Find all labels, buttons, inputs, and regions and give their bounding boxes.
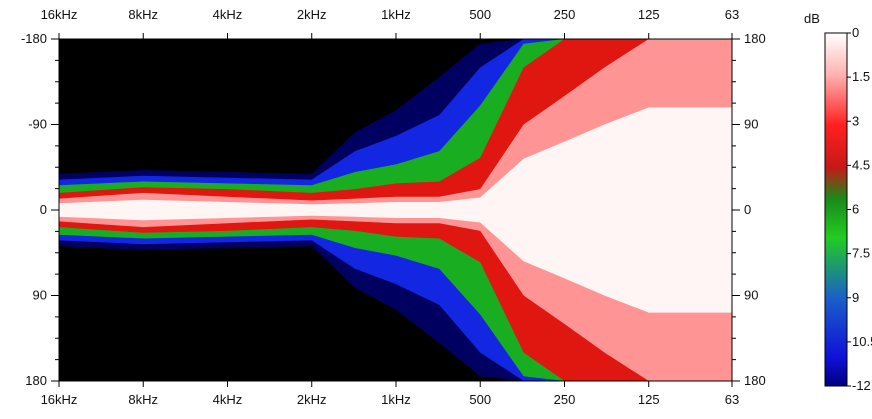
x-bottom-tick-label: 4kHz bbox=[213, 392, 243, 407]
colorbar-tick-label: -12 bbox=[852, 378, 871, 393]
colorbar-unit-label: dB bbox=[804, 11, 820, 26]
heatmap-layers bbox=[59, 39, 732, 381]
colorbar-gradient bbox=[824, 32, 848, 387]
x-axis-bottom: 16kHz 8kHz 4kHz 2kHz 1kHz 500 250 125 63 bbox=[41, 381, 739, 407]
colorbar-tick-label: 9 bbox=[852, 290, 859, 305]
y-axis-left: -180 -90 0 90 180 bbox=[21, 31, 59, 388]
y-left-tick-label: 90 bbox=[33, 288, 47, 303]
y-right-tick-label: 90 bbox=[744, 288, 758, 303]
y-left-tick-label: 0 bbox=[40, 202, 47, 217]
x-bottom-tick-label: 2kHz bbox=[297, 392, 327, 407]
colorbar-tick-label: 0 bbox=[852, 25, 859, 40]
y-left-tick-label: 180 bbox=[25, 373, 47, 388]
colorbar-tick-label: 1.5 bbox=[852, 69, 870, 84]
x-bottom-tick-label: 16kHz bbox=[41, 392, 78, 407]
x-bottom-tick-label: 63 bbox=[725, 392, 739, 407]
y-right-tick-label: 180 bbox=[744, 31, 766, 46]
x-bottom-tick-label: 1kHz bbox=[381, 392, 411, 407]
colorbar-ticks: 0 1.5 3 4.5 6 7.5 9 10.5 -12 bbox=[847, 25, 872, 393]
colorbar: dB 0 1.5 3 4.5 6 7.5 9 10.5 -12 bbox=[804, 11, 872, 393]
colorbar-tick-label: 6 bbox=[852, 202, 859, 217]
x-bottom-tick-label: 500 bbox=[469, 392, 491, 407]
x-top-tick-label: 63 bbox=[725, 7, 739, 22]
x-top-tick-label: 2kHz bbox=[297, 7, 327, 22]
x-top-tick-label: 125 bbox=[638, 7, 660, 22]
y-axis-right: 180 90 0 90 180 bbox=[732, 31, 766, 388]
x-axis-top: 16kHz 8kHz 4kHz 2kHz 1kHz 500 250 125 63 bbox=[41, 7, 739, 39]
y-left-tick-label: -180 bbox=[21, 31, 47, 46]
x-bottom-tick-label: 8kHz bbox=[128, 392, 158, 407]
x-top-tick-label: 4kHz bbox=[213, 7, 243, 22]
heatmap-plot-area bbox=[59, 39, 732, 381]
x-top-tick-label: 16kHz bbox=[41, 7, 78, 22]
y-right-tick-label: 0 bbox=[744, 202, 751, 217]
x-top-tick-label: 250 bbox=[554, 7, 576, 22]
colorbar-tick-label: 10.5 bbox=[852, 334, 872, 349]
x-top-tick-label: 8kHz bbox=[128, 7, 158, 22]
colorbar-tick-label: 4.5 bbox=[852, 157, 870, 172]
colorbar-tick-label: 3 bbox=[852, 113, 859, 128]
x-top-tick-label: 500 bbox=[469, 7, 491, 22]
y-right-tick-label: 180 bbox=[744, 373, 766, 388]
contour-band-0 bbox=[59, 107, 732, 313]
x-top-tick-label: 1kHz bbox=[381, 7, 411, 22]
x-bottom-tick-label: 125 bbox=[638, 392, 660, 407]
colorbar-tick-label: 7.5 bbox=[852, 246, 870, 261]
y-right-tick-label: 90 bbox=[744, 117, 758, 132]
x-bottom-tick-label: 250 bbox=[554, 392, 576, 407]
y-left-tick-label: -90 bbox=[28, 117, 47, 132]
